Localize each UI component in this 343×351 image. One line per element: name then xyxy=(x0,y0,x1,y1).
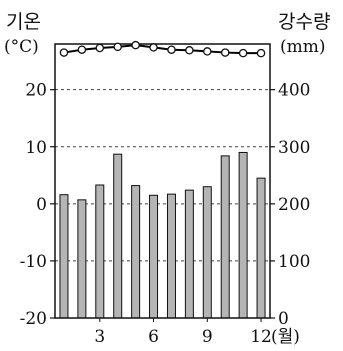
temperature-point xyxy=(220,48,230,57)
precip-bar xyxy=(59,194,69,319)
temperature-point xyxy=(113,42,122,52)
left-tick-label: 0 xyxy=(36,195,47,215)
precip-bar xyxy=(131,185,141,319)
right-axis-unit: (mm) xyxy=(280,37,326,57)
right-tick-label: 300 xyxy=(278,138,310,158)
left-axis-title: 기온 xyxy=(6,11,41,33)
temperature-point xyxy=(167,45,176,54)
left-tick-label: -10 xyxy=(20,252,47,272)
right-tick-label: 100 xyxy=(278,252,310,272)
left-axis-unit: (°C) xyxy=(4,37,39,57)
x-axis-unit: (월) xyxy=(271,327,300,347)
temperature-point xyxy=(256,48,266,58)
plot-frame xyxy=(54,43,271,319)
x-tick-label: 9 xyxy=(202,327,213,347)
temperature-line xyxy=(63,44,262,55)
x-tick-label: 6 xyxy=(148,327,159,347)
right-tick-label: 200 xyxy=(278,195,310,215)
precip-bar xyxy=(220,155,230,319)
temperature-point xyxy=(131,40,140,50)
precip-bar xyxy=(184,189,194,319)
precip-bar xyxy=(149,194,159,319)
x-tick-label: 3 xyxy=(94,327,105,347)
precip-bar xyxy=(166,193,176,319)
x-tick-label: 12 xyxy=(250,327,272,347)
precip-bar xyxy=(202,186,212,319)
right-tick-label: 400 xyxy=(278,81,310,101)
temperature-point xyxy=(185,46,194,55)
precip-bar xyxy=(95,184,105,319)
temperature-point xyxy=(203,47,212,56)
temperature-point xyxy=(59,48,69,57)
left-tick-label: 10 xyxy=(25,138,47,158)
precip-bar xyxy=(238,151,248,319)
right-axis-title: 강수량 xyxy=(278,11,330,33)
temperature-point xyxy=(149,43,158,52)
right-tick-label: 0 xyxy=(278,309,289,329)
left-tick-label: 20 xyxy=(25,81,47,101)
temperature-point xyxy=(95,43,105,53)
temperature-point xyxy=(238,48,248,58)
precip-bar xyxy=(77,199,87,319)
precip-bar xyxy=(256,177,266,319)
left-tick-label: -20 xyxy=(20,309,47,329)
precip-bar xyxy=(113,153,123,319)
temperature-point xyxy=(77,45,87,54)
